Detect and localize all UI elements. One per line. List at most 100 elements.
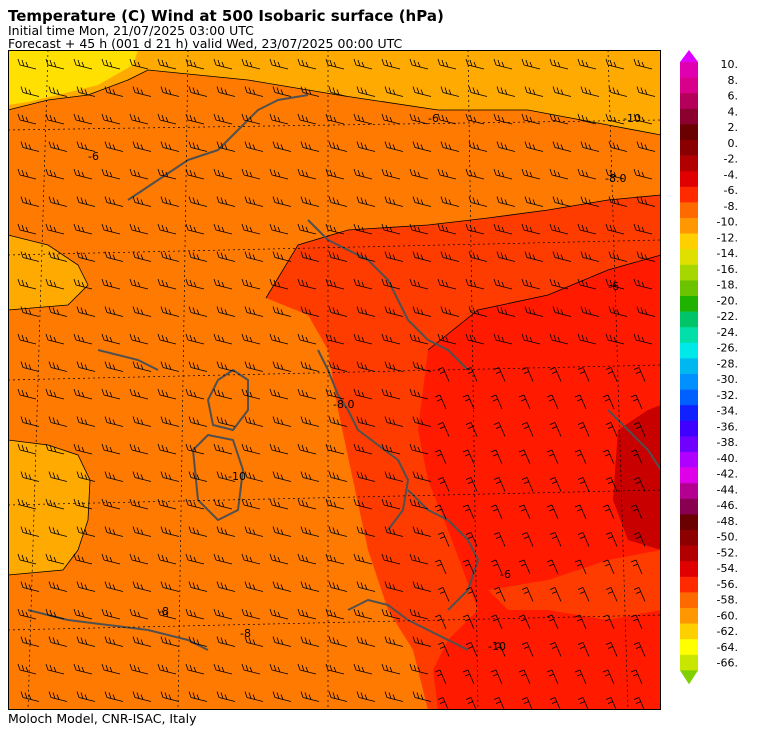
wind-barb: [160, 361, 180, 372]
wind-barb: [20, 86, 40, 97]
wind-barb: [101, 58, 121, 70]
wind-barb: [549, 587, 562, 602]
wind-barb: [384, 86, 404, 97]
contour-label: -6: [608, 280, 619, 293]
wind-barb: [552, 251, 572, 262]
colorbar-tick-label: -18.: [717, 279, 738, 292]
wind-barb: [188, 691, 208, 702]
wind-barb: [409, 333, 429, 345]
wind-barb: [73, 223, 93, 235]
field-light-orange-sw: [8, 440, 90, 575]
wind-barb: [269, 443, 289, 455]
wind-barb: [129, 58, 149, 70]
wind-barb: [213, 113, 233, 125]
wind-barb: [356, 306, 376, 317]
wind-barb: [216, 416, 236, 427]
wind-barb: [129, 608, 149, 620]
wind-barb: [636, 196, 656, 207]
wind-barb: [409, 223, 429, 235]
wind-barb: [518, 559, 531, 575]
wind-barb: [244, 306, 264, 317]
colorbar-tick-label: 0.: [728, 137, 739, 150]
colorbar-tick-label: -60.: [717, 609, 738, 622]
wind-barb: [213, 553, 233, 565]
wind-barb: [216, 526, 236, 537]
wind-barb: [73, 553, 93, 565]
wind-barb: [462, 559, 475, 575]
wind-barb: [45, 498, 65, 510]
colorbar-cell: [680, 498, 698, 515]
wind-barb: [104, 526, 124, 537]
wind-barb: [524, 141, 544, 152]
wind-barb: [185, 113, 205, 125]
wind-barb: [297, 498, 317, 510]
wind-barb: [384, 306, 404, 317]
wind-barb: [633, 223, 653, 235]
wind-barb: [493, 278, 513, 290]
wind-barb: [216, 196, 236, 207]
colorbar-tick-label: -20.: [717, 294, 738, 307]
wind-barb: [300, 526, 320, 537]
wind-barb: [132, 361, 152, 372]
wind-barb: [633, 367, 646, 382]
wind-barb: [493, 587, 506, 602]
wind-barb: [213, 278, 233, 290]
colorbar-tick-label: 2.: [728, 121, 739, 134]
wind-barb: [353, 443, 373, 455]
colorbar-cell: [680, 124, 698, 141]
wind-barb: [412, 471, 432, 482]
wind-barb: [272, 251, 292, 262]
wind-barb: [493, 367, 506, 382]
wind-barb: [580, 251, 600, 262]
wind-barb: [552, 306, 572, 317]
wind-barb: [409, 608, 429, 620]
wind-barb: [185, 168, 205, 180]
wind-barb: [73, 608, 93, 620]
wind-barb: [216, 141, 236, 152]
wind-barb: [412, 196, 432, 207]
wind-barb: [549, 367, 562, 382]
wind-barb: [300, 141, 320, 152]
colorbar-cell: [680, 452, 698, 468]
wind-barb: [409, 553, 429, 565]
wind-barb: [328, 361, 348, 372]
contour-label: -8.0: [605, 172, 626, 185]
wind-barb: [437, 477, 450, 492]
wind-barb: [269, 223, 289, 235]
field-yellow-nw: [8, 50, 138, 105]
wind-barb: [636, 86, 656, 97]
wind-barb: [20, 361, 40, 372]
wind-barb: [630, 559, 643, 575]
wind-barb: [101, 443, 121, 455]
wind-barb: [20, 471, 40, 482]
wind-barb: [577, 367, 590, 382]
colorbar-tick-label: -46.: [717, 499, 738, 512]
wind-barb: [104, 86, 124, 97]
wind-barb: [462, 504, 475, 520]
wind-barb: [45, 388, 65, 400]
colorbar-cell: [680, 171, 698, 188]
colorbar-tick-label: -14.: [717, 247, 738, 260]
wind-barb: [546, 449, 559, 465]
wind-barb: [636, 306, 656, 317]
wind-barb: [574, 669, 587, 685]
wind-barb: [521, 477, 534, 492]
wind-barb: [129, 553, 149, 565]
wind-barb: [465, 642, 478, 657]
wind-barb: [20, 251, 40, 262]
colorbar-cell: [680, 108, 698, 125]
wind-barb: [546, 559, 559, 575]
wind-barb: [241, 168, 261, 180]
wind-barb: [216, 581, 236, 592]
temperature-wind-map: -10 -8.0 -6 -8.0 -10 -8 -8 -6 -10 -6 -6: [8, 50, 661, 710]
wind-barb: [605, 532, 618, 547]
forecast-valid-time: Forecast + 45 h (001 d 21 h) valid Wed, …: [8, 36, 403, 51]
wind-barb: [17, 553, 37, 565]
wind-barb: [101, 113, 121, 125]
wind-barb: [577, 278, 597, 290]
wind-barb: [297, 388, 317, 400]
wind-barb: [73, 388, 93, 400]
wind-barb: [524, 306, 544, 317]
wind-barb: [356, 141, 376, 152]
wind-barb: [440, 86, 460, 97]
